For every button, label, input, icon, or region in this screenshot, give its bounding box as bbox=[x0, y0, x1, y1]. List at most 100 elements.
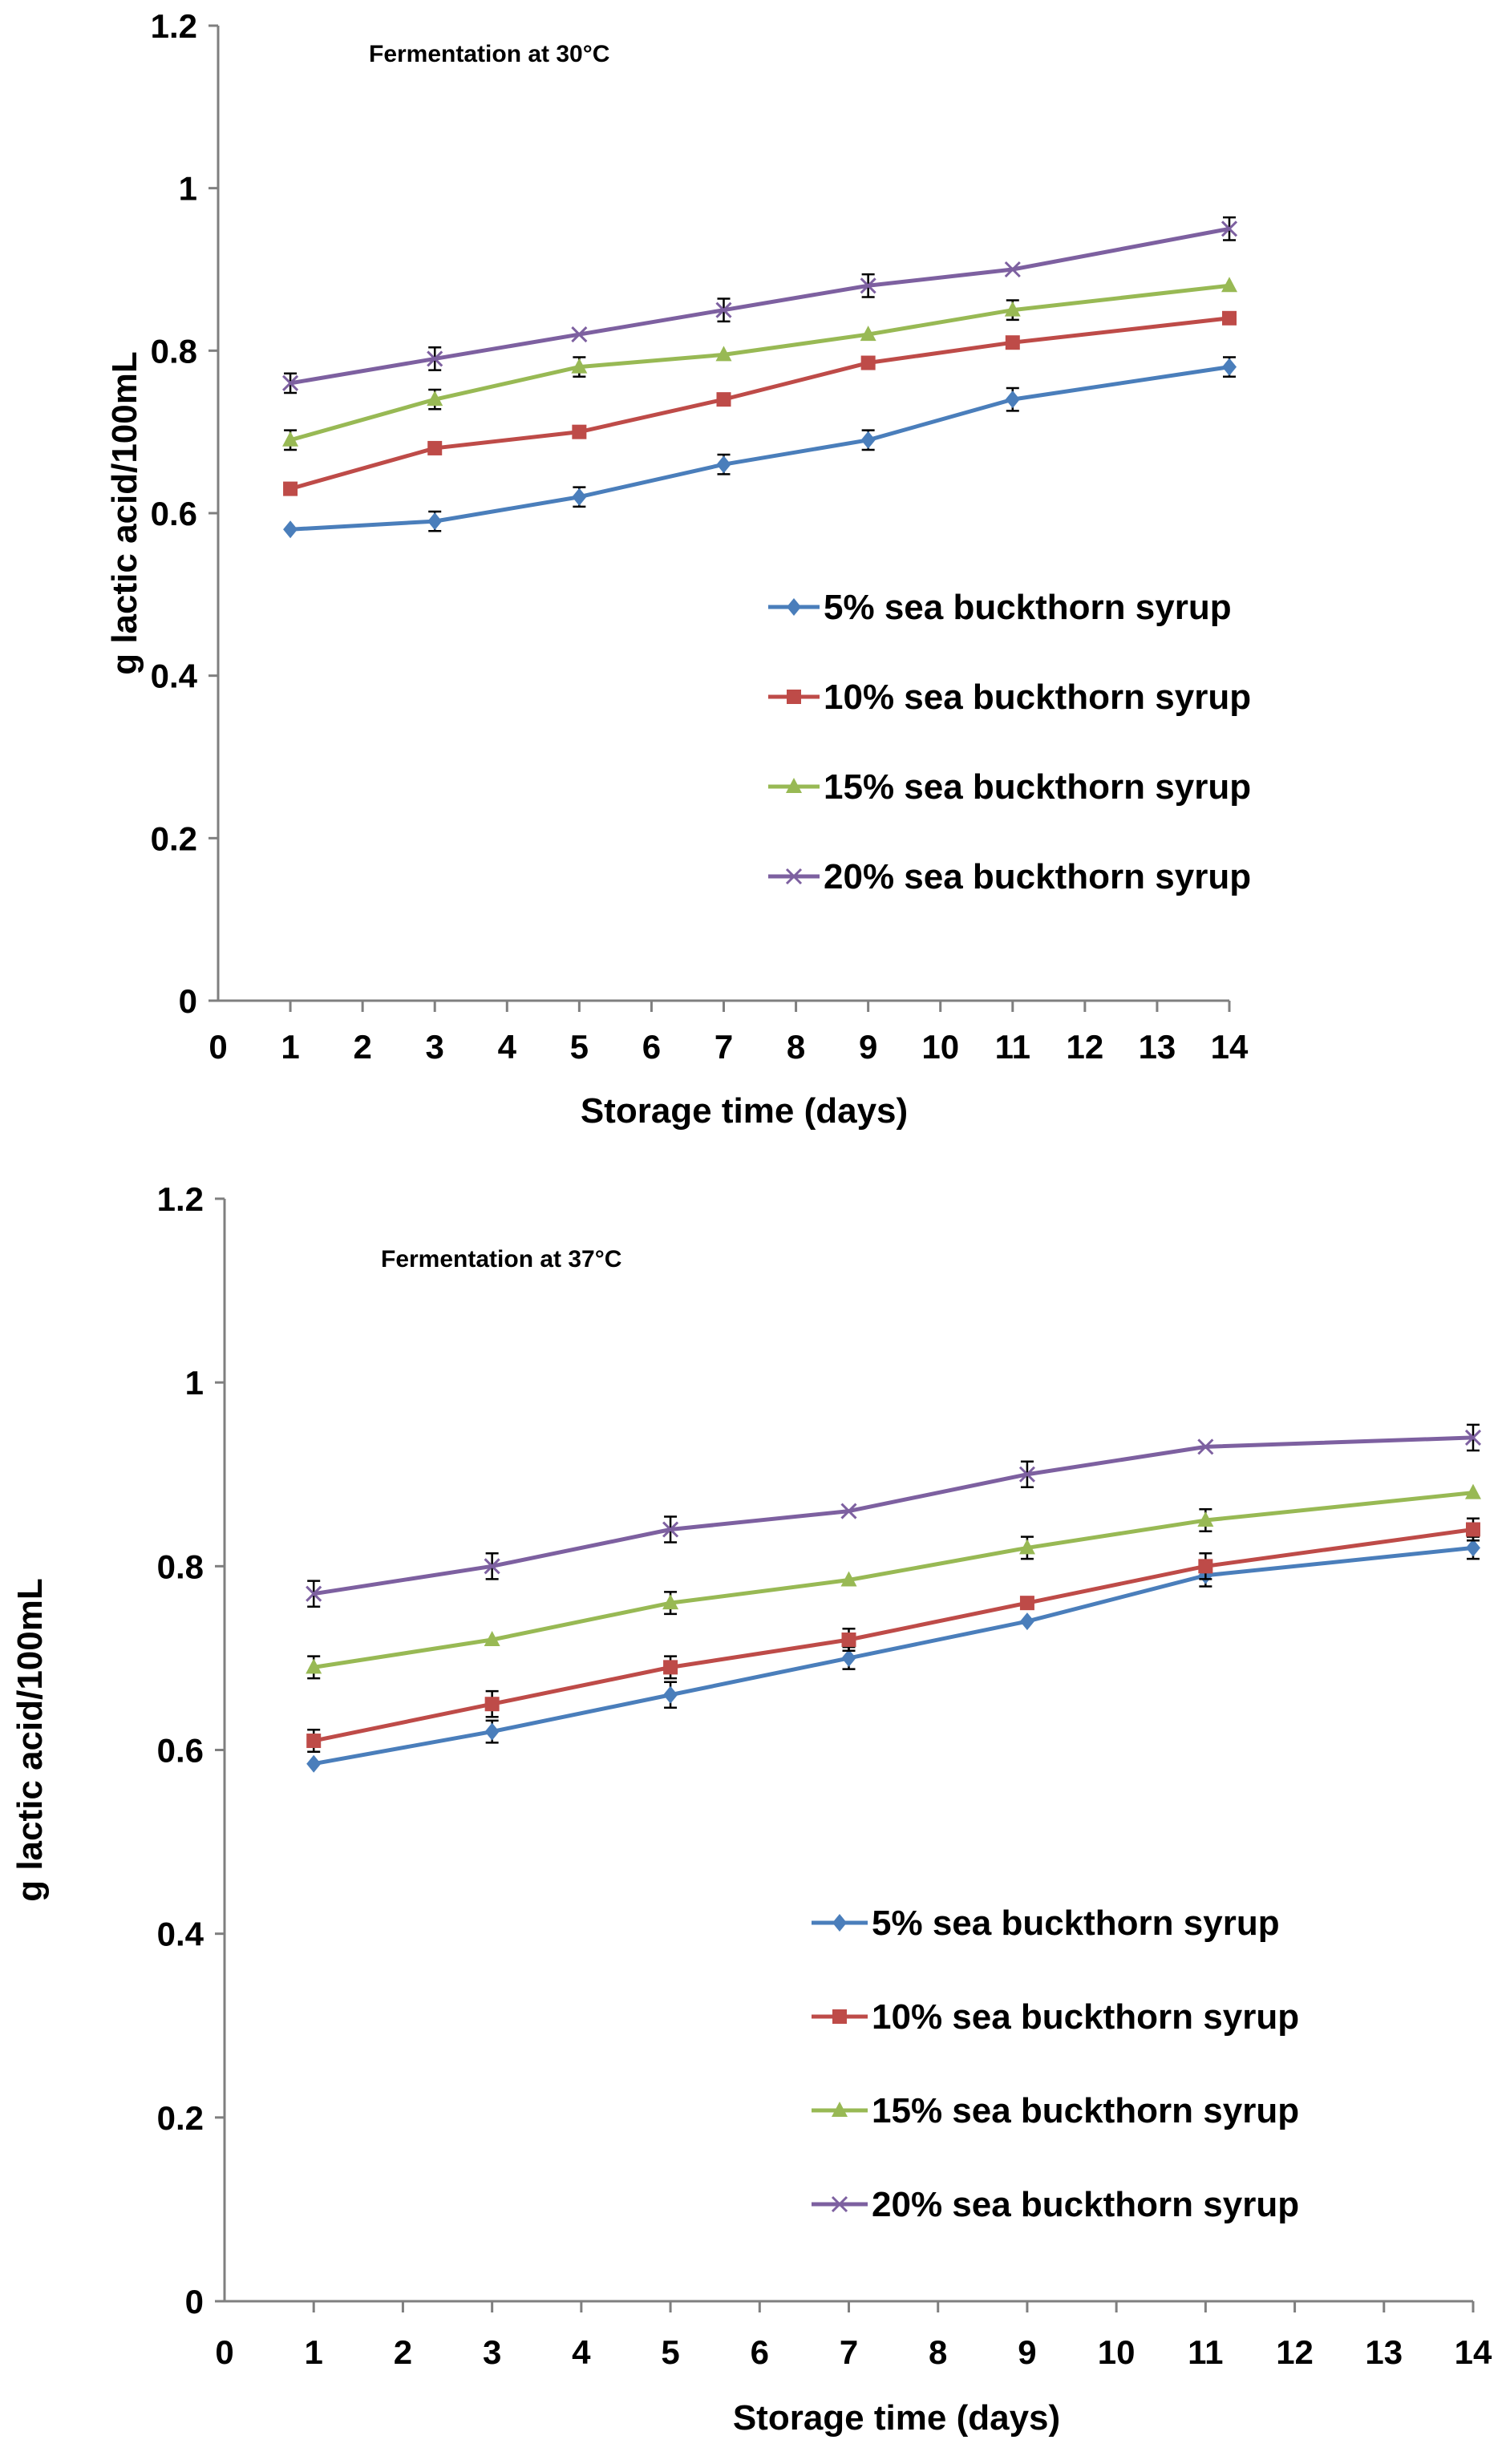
x-tick-label: 6 bbox=[751, 2333, 769, 2371]
x-tick-label: 6 bbox=[642, 1028, 661, 1066]
data-point bbox=[662, 1521, 679, 1538]
x-tick-label: 10 bbox=[1098, 2333, 1136, 2371]
data-point bbox=[1222, 358, 1237, 376]
x-tick-label: 0 bbox=[208, 1028, 227, 1066]
x-tick-label: 1 bbox=[305, 2333, 323, 2371]
chart-annotation: Fermentation at 30°C bbox=[369, 41, 609, 67]
data-point bbox=[1465, 1483, 1481, 1499]
x-tick-label: 12 bbox=[1066, 1028, 1103, 1066]
legend-label: 5% sea buckthorn syrup bbox=[824, 588, 1232, 627]
x-axis-title: Storage time (days) bbox=[581, 1091, 908, 1131]
y-tick-label: 1 bbox=[185, 1364, 204, 1402]
x-tick-label: 4 bbox=[572, 2333, 591, 2371]
data-point bbox=[860, 277, 876, 294]
chart-panel-1: 00.20.40.60.811.20 1 2 3 4 5 6 7 8 9 10 11 12 13 14Sto… bbox=[105, 7, 1251, 1131]
legend-item: 10% sea buckthorn syrup bbox=[768, 678, 1251, 717]
x-tick-label: 7 bbox=[715, 1028, 733, 1066]
data-point bbox=[1222, 310, 1237, 326]
x-tick-label: 14 bbox=[1455, 2333, 1492, 2371]
y-tick-label: 0.8 bbox=[151, 332, 197, 370]
chart-annotation: Fermentation at 37°C bbox=[381, 1246, 621, 1272]
legend-marker bbox=[832, 2009, 847, 2024]
x-tick-label: 3 bbox=[483, 2333, 501, 2371]
data-point bbox=[282, 431, 299, 447]
series-line bbox=[289, 226, 1230, 386]
legend-label: 5% sea buckthorn syrup bbox=[872, 1904, 1280, 1943]
data-point bbox=[1004, 301, 1021, 317]
data-point bbox=[1005, 335, 1020, 350]
y-tick-label: 0.6 bbox=[157, 1732, 204, 1770]
series-3 bbox=[282, 277, 1237, 451]
legend-marker bbox=[787, 598, 801, 616]
x-tick-label: 12 bbox=[1276, 2333, 1314, 2371]
y-tick-label: 0.2 bbox=[157, 2099, 204, 2137]
data-point bbox=[427, 390, 443, 407]
data-point bbox=[427, 512, 443, 531]
legend-label: 10% sea buckthorn syrup bbox=[872, 1997, 1299, 2037]
legend-marker bbox=[785, 868, 803, 885]
data-point bbox=[571, 326, 588, 343]
x-tick-label: 2 bbox=[394, 2333, 412, 2371]
series-2 bbox=[283, 310, 1237, 496]
y-tick-label: 0.4 bbox=[151, 657, 198, 695]
data-point bbox=[1198, 1559, 1213, 1574]
data-point bbox=[840, 1571, 857, 1587]
legend-item: 5% sea buckthorn syrup bbox=[768, 588, 1232, 627]
data-point bbox=[283, 520, 298, 539]
chart-panel-2: 00.20.40.60.811.20 1 2 3 4 5 6 7 8 9 10 11 12 13 14Sto… bbox=[10, 1180, 1492, 2438]
x-tick-label: 11 bbox=[1188, 2333, 1223, 2371]
legend-marker bbox=[831, 2195, 848, 2213]
series-4 bbox=[282, 216, 1238, 394]
data-point bbox=[571, 358, 588, 374]
x-tick-label: 4 bbox=[498, 1028, 517, 1066]
data-point bbox=[306, 1734, 322, 1749]
data-point bbox=[484, 1697, 500, 1712]
x-tick-label: 13 bbox=[1139, 1028, 1176, 1066]
x-tick-label: 5 bbox=[570, 1028, 589, 1066]
x-tick-label: 1 bbox=[281, 1028, 299, 1066]
data-point bbox=[572, 424, 587, 439]
x-tick-label: 0 bbox=[215, 2333, 233, 2371]
legend-item: 20% sea buckthorn syrup bbox=[768, 857, 1251, 896]
data-point bbox=[427, 350, 443, 367]
x-tick-label: 3 bbox=[426, 1028, 444, 1066]
data-point bbox=[306, 1658, 322, 1674]
legend-label: 15% sea buckthorn syrup bbox=[824, 767, 1251, 807]
x-tick-label: 7 bbox=[840, 2333, 858, 2371]
series-4 bbox=[306, 1423, 1482, 1608]
data-point bbox=[282, 374, 299, 391]
legend-label: 20% sea buckthorn syrup bbox=[824, 857, 1251, 896]
data-point bbox=[841, 1649, 856, 1667]
y-axis-title: g lactic acid/100mL bbox=[105, 351, 144, 675]
data-point bbox=[1464, 1429, 1482, 1446]
data-point bbox=[841, 1633, 856, 1647]
series-3 bbox=[306, 1483, 1481, 1680]
y-tick-label: 0.6 bbox=[151, 495, 197, 532]
y-tick-label: 0.2 bbox=[151, 819, 197, 857]
legend-item: 20% sea buckthorn syrup bbox=[812, 2185, 1299, 2224]
legend-marker bbox=[786, 778, 802, 793]
data-point bbox=[860, 431, 876, 449]
data-point bbox=[484, 1558, 500, 1575]
x-axis-title: Storage time (days) bbox=[733, 2398, 1060, 2438]
data-point bbox=[1197, 1511, 1214, 1527]
legend: 5% sea buckthorn syrup 10% sea buckthorn … bbox=[768, 588, 1251, 896]
x-tick-label: 9 bbox=[859, 1028, 877, 1066]
data-point bbox=[1466, 1539, 1480, 1557]
data-point bbox=[1018, 1539, 1035, 1555]
data-point bbox=[840, 1503, 857, 1519]
x-tick-label: 11 bbox=[995, 1028, 1030, 1066]
data-point bbox=[572, 488, 587, 506]
data-point bbox=[427, 440, 443, 455]
data-point bbox=[1221, 277, 1237, 293]
x-tick-label: 8 bbox=[787, 1028, 805, 1066]
x-tick-label: 14 bbox=[1211, 1028, 1249, 1066]
legend-item: 15% sea buckthorn syrup bbox=[768, 767, 1251, 807]
data-point bbox=[715, 346, 732, 362]
data-point bbox=[1018, 1466, 1035, 1483]
data-point bbox=[283, 481, 298, 496]
data-point bbox=[1221, 221, 1238, 237]
data-point bbox=[1466, 1522, 1480, 1537]
data-point bbox=[716, 392, 731, 407]
legend-item: 15% sea buckthorn syrup bbox=[812, 2091, 1299, 2130]
